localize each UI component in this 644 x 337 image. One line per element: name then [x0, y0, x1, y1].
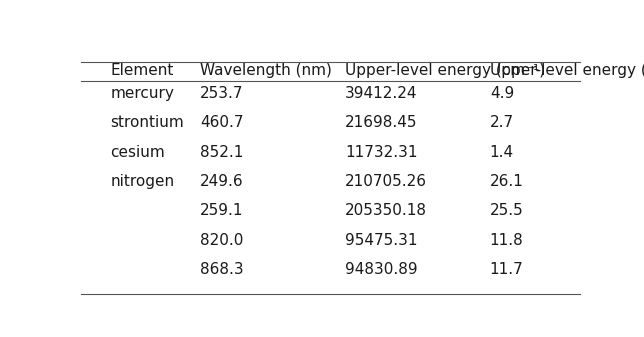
- Text: 94830.89: 94830.89: [345, 262, 418, 277]
- Text: 460.7: 460.7: [200, 116, 244, 130]
- Text: Element: Element: [111, 63, 174, 78]
- Text: 852.1: 852.1: [200, 145, 243, 160]
- Text: 259.1: 259.1: [200, 204, 244, 218]
- Text: mercury: mercury: [111, 86, 175, 101]
- Text: 25.5: 25.5: [489, 204, 524, 218]
- Text: 11.7: 11.7: [489, 262, 524, 277]
- Text: 1.4: 1.4: [489, 145, 514, 160]
- Text: Upper-level energy (eV): Upper-level energy (eV): [489, 63, 644, 78]
- Text: 249.6: 249.6: [200, 174, 244, 189]
- Text: 2.7: 2.7: [489, 116, 514, 130]
- Text: 26.1: 26.1: [489, 174, 524, 189]
- Text: 11732.31: 11732.31: [345, 145, 417, 160]
- Text: 95475.31: 95475.31: [345, 233, 417, 248]
- Text: strontium: strontium: [111, 116, 184, 130]
- Text: 210705.26: 210705.26: [345, 174, 427, 189]
- Text: Upper-level energy (cm⁻¹): Upper-level energy (cm⁻¹): [345, 63, 545, 78]
- Text: 205350.18: 205350.18: [345, 204, 427, 218]
- Text: 253.7: 253.7: [200, 86, 244, 101]
- Text: 11.8: 11.8: [489, 233, 524, 248]
- Text: 39412.24: 39412.24: [345, 86, 417, 101]
- Text: 21698.45: 21698.45: [345, 116, 417, 130]
- Text: 820.0: 820.0: [200, 233, 243, 248]
- Text: 4.9: 4.9: [489, 86, 514, 101]
- Text: cesium: cesium: [111, 145, 166, 160]
- Text: Wavelength (nm): Wavelength (nm): [200, 63, 332, 78]
- Text: 868.3: 868.3: [200, 262, 244, 277]
- Text: nitrogen: nitrogen: [111, 174, 175, 189]
